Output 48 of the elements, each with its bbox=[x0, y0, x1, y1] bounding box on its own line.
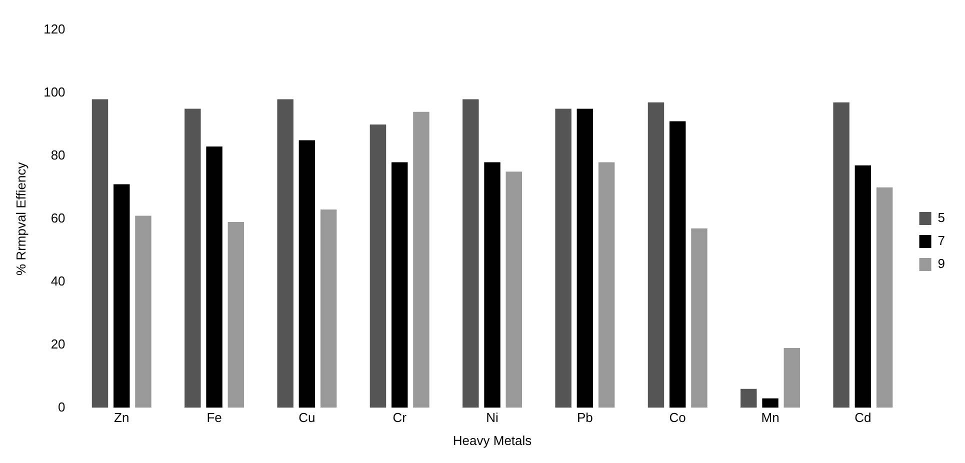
bar bbox=[740, 388, 757, 408]
bar bbox=[462, 99, 479, 408]
x-tick-label: Co bbox=[669, 410, 686, 426]
bar bbox=[833, 102, 850, 408]
bar bbox=[135, 216, 152, 408]
bar bbox=[854, 165, 872, 408]
y-tick-label: 40 bbox=[50, 273, 66, 288]
bar bbox=[691, 228, 708, 408]
bar bbox=[206, 146, 222, 408]
x-tick-label: Cd bbox=[854, 410, 872, 426]
legend-label: 5 bbox=[938, 210, 946, 226]
y-axis-title: % Rrmpval Effiency bbox=[13, 162, 28, 276]
bar bbox=[555, 108, 572, 408]
bar bbox=[92, 99, 108, 408]
bar bbox=[762, 398, 778, 408]
y-tick-label: 60 bbox=[50, 210, 66, 226]
bar bbox=[576, 108, 594, 408]
legend-label: 7 bbox=[938, 233, 946, 248]
bar bbox=[413, 112, 430, 408]
bar bbox=[598, 162, 615, 408]
bar bbox=[876, 187, 893, 408]
y-tick-label: 120 bbox=[44, 22, 66, 37]
y-tick-label: 0 bbox=[58, 399, 66, 414]
y-tick-label: 100 bbox=[44, 84, 66, 100]
y-tick-label: 80 bbox=[50, 148, 66, 163]
bar bbox=[506, 172, 522, 408]
x-tick-label: Cu bbox=[298, 410, 316, 426]
x-tick-label: Pb bbox=[576, 410, 593, 426]
x-axis-title: Heavy Metals bbox=[452, 432, 532, 448]
x-tick-label: Cr bbox=[392, 410, 408, 426]
bar bbox=[320, 209, 337, 408]
bar bbox=[784, 348, 800, 408]
bar bbox=[392, 162, 408, 408]
bar bbox=[484, 162, 500, 408]
bar bbox=[298, 140, 316, 408]
x-tick-label: Ni bbox=[486, 410, 499, 426]
bar bbox=[228, 222, 244, 408]
x-tick-label: Mn bbox=[761, 410, 780, 426]
x-tick-label: Zn bbox=[114, 410, 130, 426]
bar bbox=[670, 121, 686, 408]
bar bbox=[277, 99, 294, 408]
y-tick-label: 20 bbox=[50, 336, 66, 352]
x-tick-label: Fe bbox=[206, 410, 222, 426]
legend-label: 9 bbox=[938, 256, 946, 272]
bar bbox=[114, 184, 130, 408]
bar bbox=[648, 102, 664, 408]
bar bbox=[184, 108, 201, 408]
bar bbox=[370, 124, 386, 408]
